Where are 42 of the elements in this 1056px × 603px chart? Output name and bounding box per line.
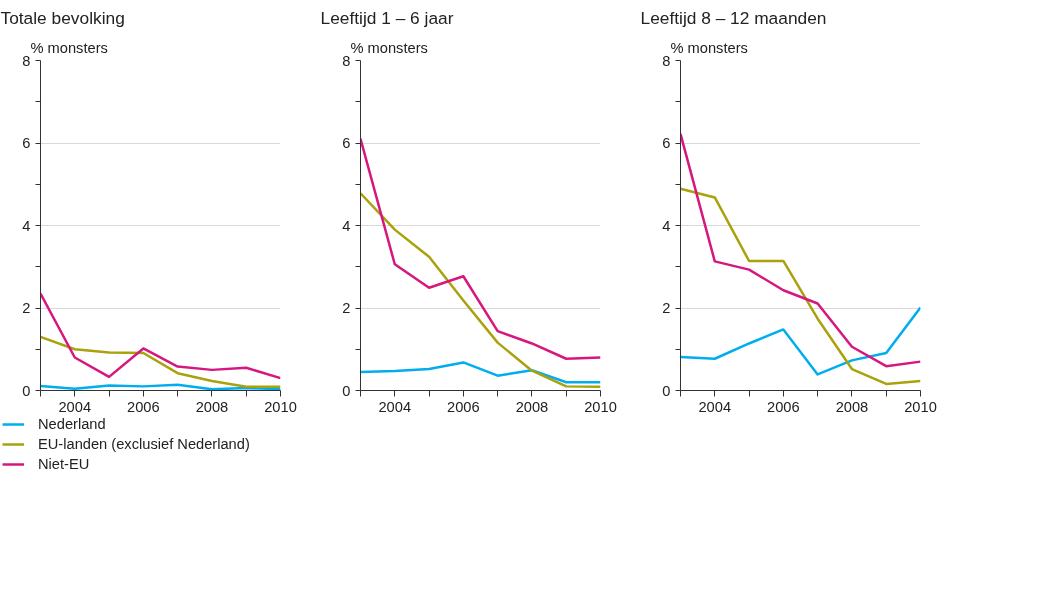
- y-tick-label: 0: [22, 382, 31, 399]
- x-tick-label: 2008: [835, 398, 869, 415]
- x-tick-label: 2004: [58, 398, 92, 415]
- y-axis-title: % monsters: [670, 39, 748, 56]
- line-series: [40, 292, 281, 380]
- y-tick-label: 2: [342, 300, 351, 316]
- x-tick-label: 2008: [195, 398, 229, 415]
- y-tick-label: 6: [662, 135, 671, 151]
- y-tick-label: 2: [662, 300, 671, 316]
- y-tick-label: 6: [342, 135, 351, 151]
- y-tick-label: 0: [342, 382, 351, 399]
- x-tick-label: 2006: [127, 398, 160, 415]
- x-tick-label: 2008: [515, 398, 549, 415]
- y-tick-label: 8: [342, 52, 351, 69]
- line-series: [680, 187, 921, 386]
- x-tick-label: 2010: [264, 398, 297, 415]
- legend-label: Nederland: [38, 416, 106, 432]
- y-tick-label: 4: [662, 217, 671, 234]
- y-tick-label: 2: [22, 300, 31, 316]
- chart-title: Totale bevolking: [0, 7, 125, 28]
- y-axis-title: % monsters: [30, 39, 108, 56]
- x-tick-label: 2006: [447, 398, 480, 415]
- x-tick-label: 2010: [584, 398, 617, 415]
- line-series: [680, 132, 921, 368]
- chart-title: Leeftijd 1 – 6 jaar: [320, 7, 454, 28]
- legend-label: Niet-EU: [38, 456, 90, 472]
- legend-label: EU-landen (exclusief Nederland): [38, 436, 250, 452]
- line-series: [680, 306, 921, 376]
- y-tick-label: 8: [22, 52, 31, 69]
- y-tick-label: 4: [22, 217, 31, 234]
- y-tick-label: 0: [662, 382, 671, 399]
- x-tick-label: 2006: [767, 398, 800, 415]
- x-tick-label: 2010: [904, 398, 937, 415]
- y-tick-label: 8: [662, 52, 671, 69]
- y-axis-title: % monsters: [350, 39, 428, 56]
- y-tick-label: 4: [342, 217, 351, 234]
- line-series: [360, 361, 601, 384]
- x-tick-label: 2004: [378, 398, 412, 415]
- chart-title: Leeftijd 8 – 12 maanden: [640, 7, 827, 28]
- x-tick-label: 2004: [698, 398, 732, 415]
- y-tick-label: 6: [22, 135, 31, 151]
- line-series: [360, 137, 601, 360]
